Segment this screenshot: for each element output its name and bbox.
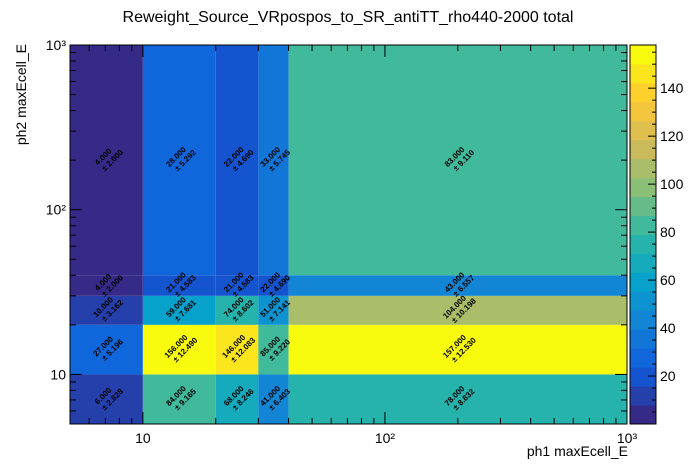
heatmap-cell: [142, 45, 216, 276]
heatmap-cell: [142, 275, 216, 296]
x-tick-label: 10³: [617, 430, 638, 446]
palette-level: [630, 272, 656, 292]
heatmap-cell: [288, 324, 627, 375]
palette-level: [630, 253, 656, 273]
palette-level: [630, 45, 656, 65]
heatmap-cell: [288, 45, 627, 276]
palette-level: [630, 215, 656, 235]
y-tick-label: 10³: [46, 37, 67, 53]
palette-tick-label: 120: [660, 128, 684, 144]
palette-level: [630, 82, 656, 103]
palette-level: [630, 310, 656, 330]
heatmap-cell: [215, 45, 259, 276]
palette-level: [630, 196, 656, 217]
palette-tick-label: 80: [660, 224, 676, 240]
x-tick-label: 10: [135, 430, 151, 446]
palette-level: [630, 139, 656, 160]
heatmap-cell: [215, 374, 259, 424]
heatmap-cell: [258, 45, 289, 276]
palette-level: [630, 386, 656, 406]
x-tick-label: 10²: [375, 430, 396, 446]
palette-level: [630, 405, 656, 425]
palette-tick-label: 40: [660, 320, 676, 336]
chart-title: Reweight_Source_VRpospos_to_SR_antiTT_rh…: [123, 9, 574, 26]
x-axis-title: ph1 maxEcell_E: [527, 443, 628, 459]
palette-tick-label: 20: [660, 368, 676, 384]
heatmap-cell: [288, 374, 627, 424]
palette-frame: [629, 44, 657, 425]
heatmap-cell: [258, 295, 289, 325]
palette-level: [630, 158, 656, 179]
heatmap-cell: [70, 295, 143, 325]
heatmap-cell: [70, 374, 143, 424]
heatmap-cell: [258, 275, 289, 296]
heatmap-cell: [142, 374, 216, 424]
palette-level: [630, 101, 656, 122]
palette-tick-label: 60: [660, 272, 676, 288]
heatmap-cell: [142, 295, 216, 325]
plot-frame: [69, 44, 628, 425]
palette-level: [630, 348, 656, 368]
y-tick-label: 10: [50, 366, 66, 382]
y-axis-title: ph2 maxEcell_E: [13, 44, 29, 145]
heatmap-cell: [215, 295, 259, 325]
heatmap-cells: [70, 45, 627, 424]
heatmap-cell: [70, 45, 143, 276]
palette-level: [630, 120, 656, 141]
palette-level: [630, 367, 656, 387]
heatmap-cell: [215, 275, 259, 296]
color-palette: 20 40 60 80 100 120 140: [629, 44, 684, 425]
heatmap-cell: [70, 324, 143, 375]
y-tick-label: 10²: [46, 202, 67, 218]
palette-tick-label: 140: [660, 80, 684, 96]
heatmap-cell: [258, 374, 289, 424]
palette-level: [630, 234, 656, 254]
palette-level: [630, 329, 656, 349]
palette-tick-label: 100: [660, 176, 684, 192]
heatmap-cell: [70, 275, 143, 296]
heatmap-cell: [288, 275, 627, 296]
palette-level: [630, 63, 656, 84]
heatmap-cell: [288, 295, 627, 325]
palette-level: [630, 291, 656, 311]
axes: 10 10² 10³ 10 10² 10³: [46, 37, 638, 446]
heatmap-cell: [258, 324, 289, 375]
heatmap-cell: [142, 324, 216, 375]
palette-level: [630, 177, 656, 198]
heatmap-cell: [215, 324, 259, 375]
